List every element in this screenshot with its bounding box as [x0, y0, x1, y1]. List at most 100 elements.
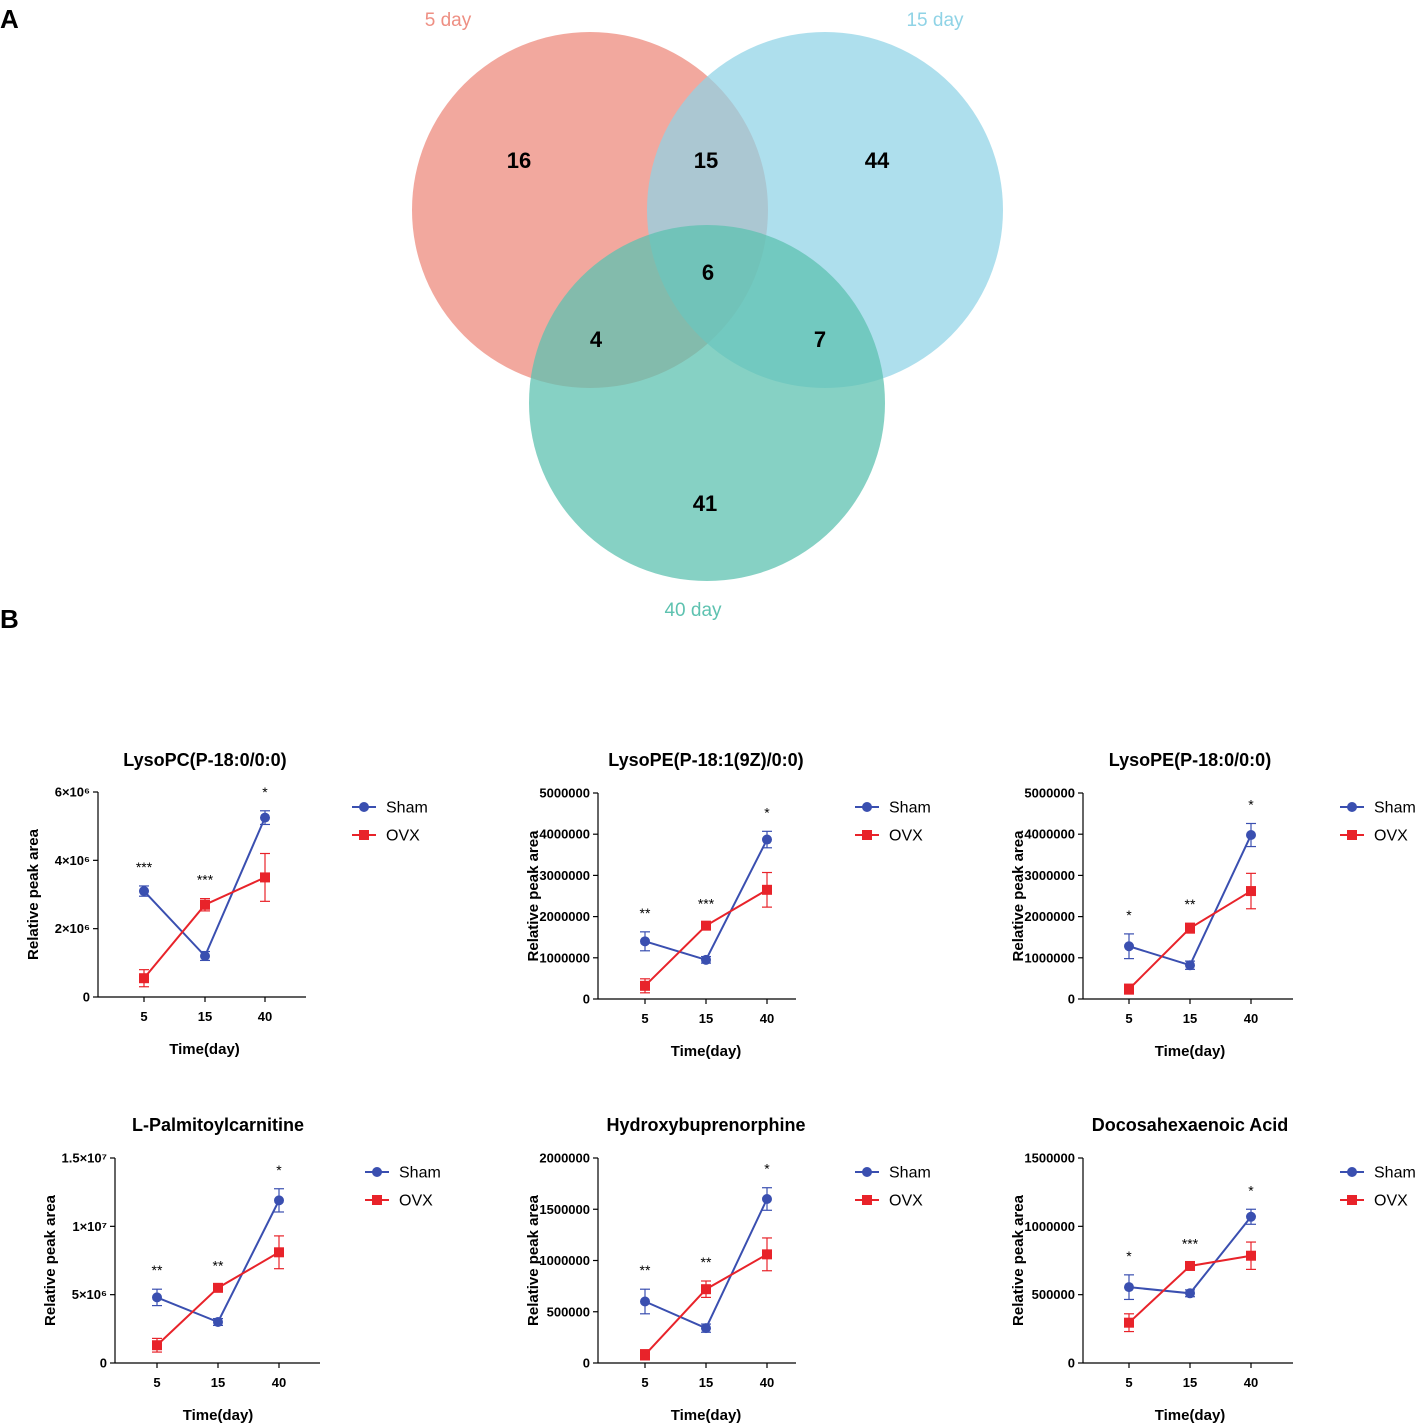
venn-circle-40-day — [529, 225, 885, 581]
data-point-sham — [260, 812, 270, 823]
chart-title: LysoPE(P-18:1(9Z)/0:0) — [608, 750, 803, 770]
y-axis-label: Relative peak area — [525, 1194, 542, 1326]
y-tick-label: 0 — [583, 1356, 590, 1371]
data-point-sham — [640, 1296, 650, 1307]
y-tick-label: 500000 — [547, 1304, 590, 1319]
legend-marker-sham — [1347, 802, 1357, 812]
x-tick-label: 40 — [760, 1011, 774, 1026]
legend-label: OVX — [386, 828, 420, 845]
x-axis-label: Time(day) — [1155, 1043, 1226, 1060]
data-point-ovx — [274, 1247, 284, 1258]
data-point-ovx — [1246, 886, 1256, 897]
significance-mark: *** — [136, 859, 153, 875]
data-point-sham — [139, 886, 149, 897]
x-tick-label: 5 — [1125, 1011, 1132, 1026]
data-point-sham — [200, 951, 210, 961]
significance-mark: * — [262, 784, 268, 800]
legend-label: OVX — [399, 1193, 433, 1210]
y-tick-label: 4×10⁶ — [55, 853, 90, 868]
y-tick-label: 5×10⁶ — [72, 1287, 107, 1302]
x-tick-label: 15 — [198, 1009, 212, 1024]
y-tick-label: 1500000 — [1024, 1151, 1075, 1166]
data-point-sham — [213, 1317, 223, 1327]
data-point-ovx — [640, 980, 650, 991]
y-tick-label: 5000000 — [1024, 786, 1075, 801]
legend-marker-ovx — [862, 1195, 872, 1205]
significance-mark: ** — [1185, 896, 1196, 912]
venn-count-all: 6 — [702, 260, 714, 285]
venn-diagram: A 5 day 15 day 40 day 16 15 44 6 4 7 41 — [0, 4, 1003, 621]
y-tick-label: 0 — [83, 990, 90, 1005]
significance-mark: * — [276, 1162, 282, 1178]
data-point-ovx — [152, 1340, 162, 1351]
data-point-sham — [1185, 1288, 1195, 1299]
significance-mark: ** — [640, 905, 651, 921]
legend-label: Sham — [889, 1165, 931, 1182]
y-tick-label: 2000000 — [539, 909, 590, 924]
y-tick-label: 4000000 — [1024, 827, 1075, 842]
chart-title: LysoPE(P-18:0/0:0) — [1109, 750, 1271, 770]
significance-mark: ** — [701, 1254, 712, 1270]
data-point-ovx — [762, 884, 772, 895]
legend-marker-ovx — [1347, 1195, 1357, 1205]
data-point-ovx — [200, 899, 210, 910]
significance-mark: *** — [1182, 1236, 1199, 1252]
data-point-ovx — [1124, 1317, 1134, 1328]
venn-label-40-day: 40 day — [664, 600, 722, 621]
data-point-sham — [701, 1323, 711, 1334]
x-tick-label: 40 — [760, 1375, 774, 1390]
legend-marker-sham — [862, 802, 872, 812]
data-point-sham — [274, 1195, 284, 1206]
significance-mark: * — [1248, 796, 1254, 812]
y-tick-label: 3000000 — [1024, 868, 1075, 883]
data-point-sham — [701, 954, 711, 965]
data-point-sham — [1246, 830, 1256, 841]
significance-mark: ** — [640, 1262, 651, 1278]
x-tick-label: 40 — [258, 1009, 272, 1024]
chart-title: Hydroxybuprenorphine — [606, 1115, 805, 1135]
y-tick-label: 1000000 — [1024, 950, 1075, 965]
data-point-sham — [762, 834, 772, 845]
data-point-sham — [1185, 960, 1195, 971]
y-tick-label: 2000000 — [1024, 909, 1075, 924]
data-point-sham — [762, 1194, 772, 1204]
x-axis-label: Time(day) — [671, 1043, 742, 1060]
significance-mark: ** — [152, 1262, 163, 1278]
x-tick-label: 5 — [641, 1011, 648, 1026]
y-tick-label: 1500000 — [539, 1202, 590, 1217]
legend-label: OVX — [1374, 828, 1408, 845]
data-point-ovx — [762, 1249, 772, 1260]
x-tick-label: 15 — [699, 1011, 713, 1026]
data-point-sham — [1124, 1282, 1134, 1293]
x-tick-label: 5 — [153, 1375, 160, 1390]
x-tick-label: 40 — [1244, 1375, 1258, 1390]
x-axis-label: Time(day) — [183, 1407, 254, 1424]
significance-mark: * — [764, 804, 770, 820]
legend-label: OVX — [1374, 1193, 1408, 1210]
data-point-ovx — [260, 872, 270, 883]
panel-b-label: B — [0, 604, 19, 634]
data-point-ovx — [1246, 1250, 1256, 1261]
y-tick-label: 1000000 — [539, 950, 590, 965]
y-tick-label: 2×10⁶ — [55, 921, 90, 936]
legend-label: OVX — [889, 828, 923, 845]
x-axis-label: Time(day) — [1155, 1407, 1226, 1424]
venn-label-15-day: 15 day — [906, 10, 964, 31]
legend-marker-sham — [372, 1167, 382, 1177]
data-point-ovx — [1185, 923, 1195, 934]
x-axis-label: Time(day) — [671, 1407, 742, 1424]
legend-label: OVX — [889, 1193, 923, 1210]
significance-mark: * — [1126, 907, 1132, 923]
data-point-sham — [1124, 941, 1134, 952]
significance-mark: * — [1248, 1182, 1254, 1198]
x-tick-label: 15 — [699, 1375, 713, 1390]
chart-title: LysoPC(P-18:0/0:0) — [123, 750, 286, 770]
venn-count-15-40: 7 — [814, 327, 826, 352]
venn-count-only-5: 16 — [507, 148, 531, 173]
venn-count-5-40: 4 — [590, 327, 603, 352]
legend-marker-ovx — [359, 830, 369, 840]
